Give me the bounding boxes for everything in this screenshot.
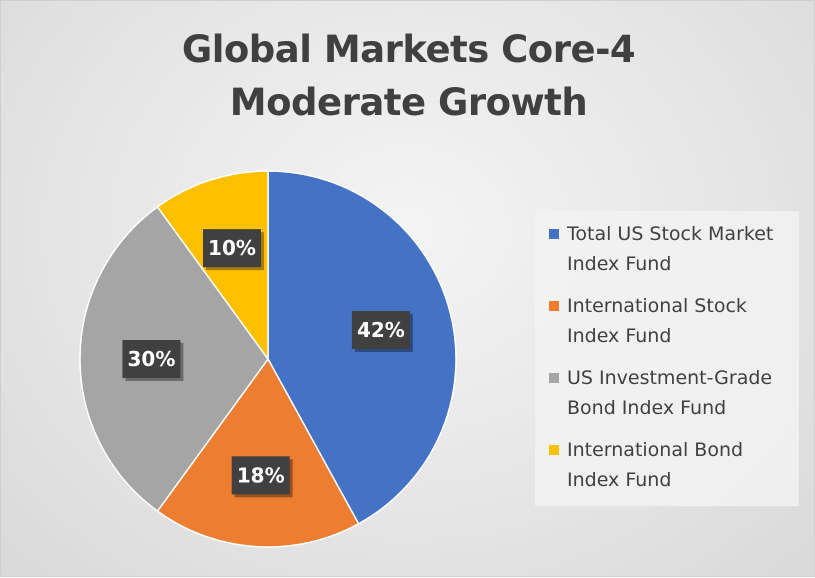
legend-swatch — [549, 301, 559, 311]
legend-item-international-bond: International Bond Index Fund — [549, 435, 799, 495]
pie-slice — [156, 357, 360, 548]
legend-item-us-bond: US Investment-Grade Bond Index Fund — [549, 363, 799, 423]
data-label: 30% — [122, 340, 184, 381]
legend-swatch — [549, 229, 559, 239]
chart-title: Global Markets Core-4 Moderate Growth — [181, 28, 636, 124]
data-label-text: 10% — [208, 236, 256, 260]
data-label: 18% — [231, 456, 293, 498]
legend-swatch — [549, 373, 559, 383]
legend-label: International Bond Index Fund — [567, 439, 744, 491]
legend-label: Total US Stock Market Index Fund — [567, 223, 774, 275]
legend-label: International Stock Index Fund — [567, 295, 747, 347]
data-label-text: 42% — [357, 318, 405, 342]
legend-swatch — [549, 445, 559, 455]
legend: Total US Stock Market Index Fund Interna… — [535, 211, 799, 506]
legend-label: US Investment-Grade Bond Index Fund — [567, 367, 773, 419]
legend-item-total-us-stock: Total US Stock Market Index Fund — [549, 219, 799, 279]
data-label-text: 30% — [128, 347, 176, 371]
data-label-text: 18% — [237, 463, 285, 487]
data-label: 10% — [202, 229, 264, 271]
data-label: 42% — [351, 311, 413, 353]
legend-item-international-stock: International Stock Index Fund — [549, 291, 799, 351]
